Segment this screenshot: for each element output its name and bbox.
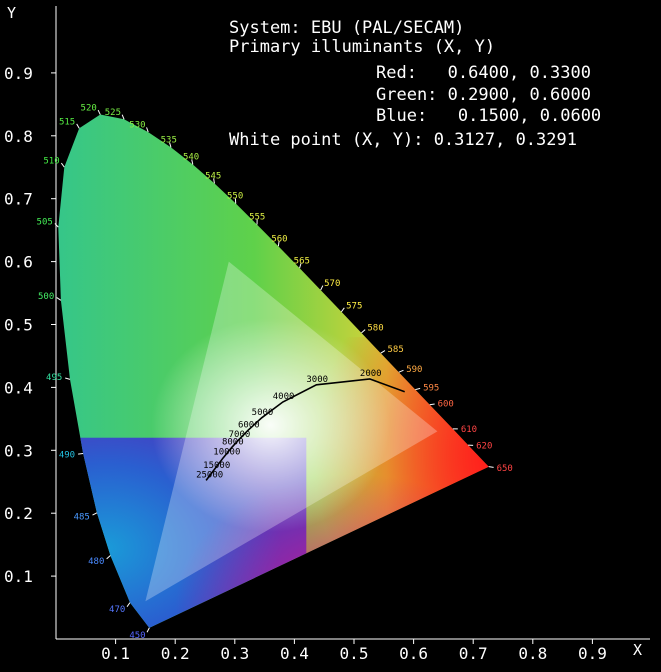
cct-label: 6000 <box>238 420 260 430</box>
wavelength-tick <box>61 163 64 167</box>
info-white-point: White point (X, Y): 0.3127, 0.3291 <box>229 130 577 150</box>
cct-label: 2000 <box>360 369 382 379</box>
x-tick-label: 0.3 <box>220 644 249 663</box>
wavelength-label: 495 <box>46 373 62 383</box>
wavelength-label: 535 <box>161 136 177 146</box>
y-axis-ticks: 0.1 0.2 0.3 0.4 0.5 0.6 0.7 0.8 0.9 <box>4 64 56 586</box>
info-primaries-title: Primary illuminants (X, Y) <box>229 37 495 57</box>
cct-label: 10000 <box>213 448 240 458</box>
wavelength-label: 555 <box>249 213 265 223</box>
x-tick-label: 0.8 <box>518 644 547 663</box>
info-panel: System: EBU (PAL/SECAM) Primary illumina… <box>229 18 601 150</box>
wavelength-label: 585 <box>388 345 404 355</box>
wavelength-tick <box>430 404 435 405</box>
info-system: System: EBU (PAL/SECAM) <box>229 18 464 38</box>
wavelength-label: 500 <box>38 292 54 302</box>
wavelength-label: 480 <box>88 557 104 567</box>
wavelength-label: 485 <box>74 512 90 522</box>
wavelength-label: 545 <box>205 172 221 182</box>
wavelength-label: 470 <box>109 605 125 615</box>
info-green: Green: 0.2900, 0.6000 <box>376 85 591 105</box>
wavelength-tick <box>78 453 83 454</box>
y-tick-label: 0.9 <box>4 64 33 83</box>
wavelength-label: 525 <box>105 108 121 118</box>
x-tick-label: 0.5 <box>340 644 369 663</box>
x-tick-label: 0.9 <box>578 644 607 663</box>
x-tick-label: 0.7 <box>459 644 488 663</box>
y-tick-label: 0.6 <box>4 253 33 272</box>
wavelength-tick <box>65 378 70 379</box>
wavelength-tick <box>127 603 130 607</box>
wavelength-tick <box>98 110 100 115</box>
cct-label: 4000 <box>273 392 295 402</box>
wavelength-tick <box>77 124 79 128</box>
y-tick-label: 0.4 <box>4 378 33 397</box>
x-tick-label: 0.6 <box>399 644 428 663</box>
wavelength-label: 510 <box>43 157 59 167</box>
wavelength-tick <box>381 351 385 354</box>
wavelength-label: 520 <box>81 103 97 113</box>
wavelength-label: 595 <box>423 384 439 394</box>
wavelength-label: 540 <box>183 153 199 163</box>
cct-label: 7000 <box>229 430 251 440</box>
x-axis-ticks: 0.1 0.2 0.3 0.4 0.5 0.6 0.7 0.8 0.9 <box>101 639 607 663</box>
wavelength-label: 590 <box>406 365 422 375</box>
cct-label: 15000 <box>203 461 230 471</box>
wavelength-label: 650 <box>497 464 513 474</box>
wavelength-tick <box>57 298 61 301</box>
wavelength-label: 505 <box>37 217 53 227</box>
wavelength-label: 600 <box>438 400 454 410</box>
cct-label: 3000 <box>306 375 328 385</box>
wavelength-label: 530 <box>129 121 145 131</box>
wavelength-tick <box>415 388 420 389</box>
wavelength-tick <box>93 513 97 515</box>
y-tick-label: 0.7 <box>4 190 33 209</box>
wavelength-label: 565 <box>294 256 310 266</box>
wavelength-label: 550 <box>227 192 243 202</box>
wavelength-label: 610 <box>461 425 477 435</box>
wavelength-tick <box>361 330 365 333</box>
wavelength-label: 560 <box>271 234 287 244</box>
wavelength-label: 570 <box>324 279 340 289</box>
info-red: Red: 0.6400, 0.3300 <box>376 63 591 83</box>
y-axis-label: Y <box>7 4 16 22</box>
y-tick-label: 0.8 <box>4 127 33 146</box>
wavelength-tick <box>122 115 124 120</box>
x-tick-label: 0.1 <box>101 644 130 663</box>
wavelength-label: 490 <box>59 450 75 460</box>
x-tick-label: 0.2 <box>161 644 190 663</box>
wavelength-tick <box>147 628 149 632</box>
y-tick-label: 0.1 <box>4 567 33 586</box>
cct-label: 25000 <box>196 470 223 480</box>
wavelength-label: 450 <box>129 631 145 641</box>
wavelength-label: 580 <box>367 324 383 334</box>
info-blue: Blue: 0.1500, 0.0600 <box>376 106 601 126</box>
wavelength-tick <box>107 556 111 559</box>
x-tick-label: 0.4 <box>280 644 309 663</box>
wavelength-tick <box>399 370 404 372</box>
wavelength-tick <box>55 224 58 228</box>
wavelength-label: 575 <box>346 301 362 311</box>
y-tick-label: 0.2 <box>4 504 33 523</box>
cct-label: 5000 <box>252 408 274 418</box>
y-tick-label: 0.5 <box>4 316 33 335</box>
wavelength-label: 620 <box>476 442 492 452</box>
wavelength-tick <box>341 308 344 312</box>
wavelength-label: 515 <box>59 117 75 127</box>
y-tick-label: 0.3 <box>4 441 33 460</box>
x-axis-label: X <box>633 641 642 659</box>
wavelength-tick <box>489 467 494 468</box>
wavelength-tick <box>321 286 323 291</box>
